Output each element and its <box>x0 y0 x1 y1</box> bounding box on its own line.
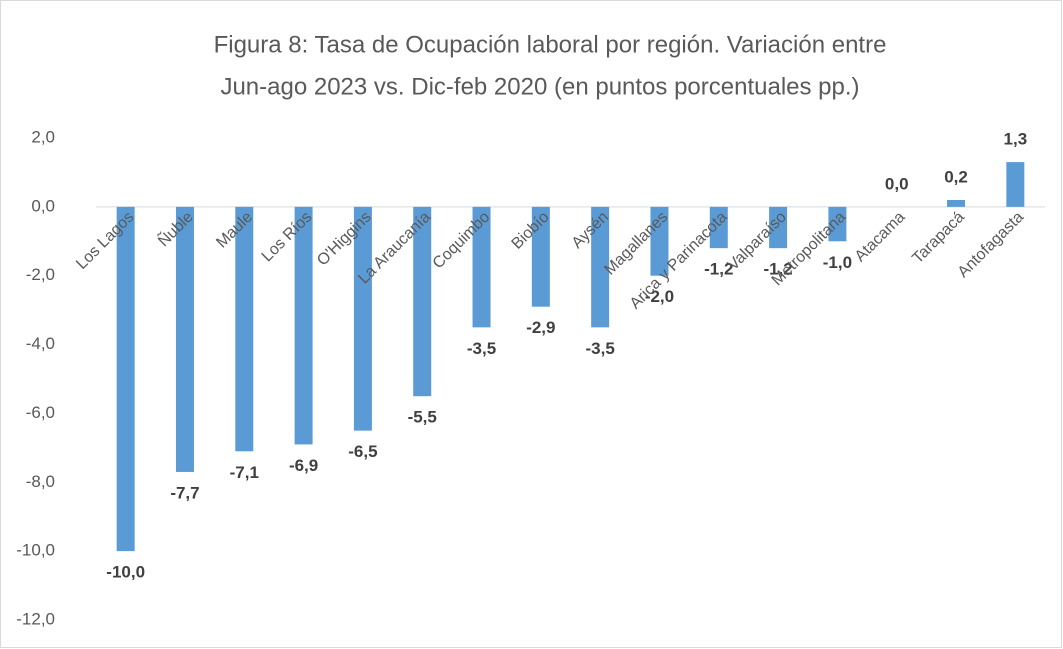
bar <box>650 206 669 276</box>
data-label: -6,9 <box>289 456 318 475</box>
data-label: -10,0 <box>106 563 145 582</box>
bar <box>828 206 847 242</box>
y-tick-label: 0,0 <box>31 196 55 215</box>
data-label: -1,0 <box>823 253 852 272</box>
chart-title: Figura 8: Tasa de Ocupación laboral por … <box>214 31 887 58</box>
y-tick-label: -6,0 <box>26 403 55 422</box>
y-tick-label: -10,0 <box>16 541 55 560</box>
data-label: -3,5 <box>467 339 496 358</box>
data-label: 0,0 <box>885 174 909 193</box>
bar <box>531 206 550 307</box>
y-tick-label: 2,0 <box>31 127 55 146</box>
data-label: -3,5 <box>586 339 615 358</box>
data-label: -7,1 <box>230 463 259 482</box>
data-label: 0,2 <box>944 167 968 186</box>
bar <box>116 206 135 552</box>
data-label: 1,3 <box>1004 130 1028 149</box>
data-label: -1,2 <box>763 260 792 279</box>
bar <box>294 206 313 445</box>
bar <box>353 206 372 431</box>
bar <box>235 206 254 452</box>
bar <box>413 206 432 397</box>
data-label: -2,9 <box>526 318 555 337</box>
data-label: -1,2 <box>704 260 733 279</box>
bar <box>769 206 788 249</box>
bar <box>472 206 491 328</box>
bar <box>175 206 194 472</box>
bar <box>709 206 728 249</box>
data-label: -5,5 <box>408 408 437 427</box>
bar <box>591 206 610 328</box>
bar <box>1006 162 1025 207</box>
y-tick-label: -2,0 <box>26 265 55 284</box>
y-tick-label: -8,0 <box>26 472 55 491</box>
data-label: -2,0 <box>645 287 674 306</box>
data-label: -6,5 <box>348 442 377 461</box>
y-tick-label: -12,0 <box>16 609 55 628</box>
bar <box>947 199 966 207</box>
data-label: -7,7 <box>170 483 199 502</box>
y-tick-label: -4,0 <box>26 334 55 353</box>
chart-title: Jun-ago 2023 vs. Dic-feb 2020 (en puntos… <box>220 73 859 100</box>
